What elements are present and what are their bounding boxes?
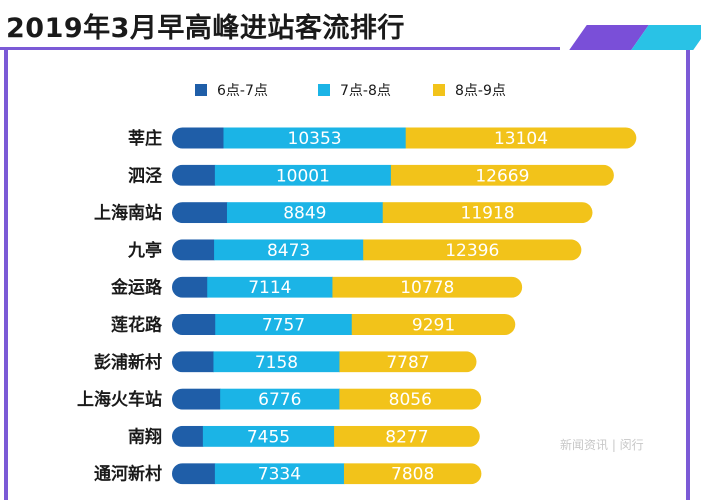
bar-segment-2 — [382, 202, 593, 224]
bar-row-5: 莲花路 7757 9291 — [111, 314, 516, 336]
data-label: 8473 — [267, 241, 310, 261]
data-label: 11918 — [461, 204, 515, 224]
stacked-bar-chart: 莘庄 10353 13104 泗泾 10001 12669 上海南站 8849 11918 九亭 8… — [77, 127, 637, 485]
bar-segment-1 — [215, 314, 353, 335]
station-label: 九亭 — [127, 240, 162, 261]
data-label: 8849 — [283, 204, 326, 224]
data-label: 7114 — [248, 278, 291, 298]
bar-segment-1 — [226, 202, 384, 224]
data-label: 13104 — [494, 129, 548, 149]
stacked-bar — [172, 425, 480, 447]
bar-row-2: 上海南站 8849 11918 — [94, 202, 593, 224]
legend-label-6-7: 6点-7点 — [217, 83, 268, 99]
bar-segment-2 — [405, 127, 637, 149]
legend-item-6-7: 6点-7点 — [195, 80, 268, 100]
bar-segment-1 — [214, 239, 364, 261]
bar-segment-0 — [172, 239, 215, 261]
stacked-bar — [172, 463, 482, 485]
legend-item-7-8: 7点-8点 — [318, 80, 391, 100]
legend-swatch-8-9 — [433, 84, 445, 96]
stacked-bar — [172, 202, 593, 224]
data-label: 8056 — [389, 390, 432, 410]
legend-label-7-8: 7点-8点 — [340, 83, 391, 99]
data-label: 10353 — [288, 129, 342, 149]
data-label: 7158 — [255, 353, 298, 373]
bar-segment-2 — [332, 276, 523, 298]
bar-segment-1 — [202, 425, 335, 447]
data-label: 6776 — [258, 390, 301, 410]
bar-segment-0 — [172, 425, 204, 447]
data-label: 7808 — [391, 465, 434, 485]
data-label: 9291 — [412, 316, 455, 336]
bar-segment-2 — [351, 314, 516, 335]
bar-row-6: 彭浦新村 7158 7787 — [94, 351, 477, 373]
data-label: 10778 — [400, 278, 454, 298]
bar-segment-0 — [172, 164, 216, 186]
data-label: 12669 — [475, 166, 529, 186]
data-label: 7787 — [386, 353, 429, 373]
bar-row-9: 通河新村 7334 7808 — [94, 463, 482, 485]
bar-row-7: 上海火车站 6776 8056 — [77, 388, 482, 410]
title-underline — [0, 47, 560, 50]
chart-frame — [4, 50, 690, 500]
stacked-bar — [172, 239, 582, 261]
bar-segment-2 — [334, 425, 480, 447]
stacked-bar — [172, 276, 523, 298]
station-label: 通河新村 — [94, 464, 162, 485]
stacked-bar — [172, 351, 477, 373]
bar-segment-1 — [213, 351, 340, 373]
station-label: 彭浦新村 — [94, 352, 162, 373]
bar-segment-2 — [390, 164, 614, 186]
legend-label-8-9: 8点-9点 — [455, 83, 506, 99]
bar-segment-1 — [223, 127, 407, 149]
watermark: 新闻资讯 | 闵行 — [560, 438, 644, 452]
bar-segment-2 — [363, 239, 582, 261]
legend: 6点-7点 7点-8点 8点-9点 — [0, 80, 701, 100]
bar-segment-0 — [172, 202, 228, 224]
station-label: 金运路 — [110, 277, 163, 298]
data-label: 8277 — [385, 427, 428, 447]
station-label: 上海火车站 — [77, 389, 162, 410]
bar-row-3: 九亭 8473 12396 — [127, 239, 582, 261]
bar-row-4: 金运路 7114 10778 — [110, 276, 523, 298]
bar-row-1: 泗泾 10001 12669 — [128, 164, 614, 186]
bar-row-8: 南翔 7455 8277 — [128, 425, 480, 447]
legend-item-8-9: 8点-9点 — [433, 80, 506, 100]
station-label: 莲花路 — [111, 315, 163, 336]
station-label: 上海南站 — [94, 203, 162, 224]
bar-segment-1 — [220, 388, 340, 410]
station-label: 泗泾 — [128, 165, 162, 186]
chart-title: 2019年3月早高峰进站客流排行 — [6, 13, 405, 44]
bar-segment-1 — [214, 463, 345, 485]
legend-swatch-6-7 — [195, 84, 207, 96]
bar-segment-2 — [343, 463, 482, 485]
bar-segment-0 — [172, 314, 216, 335]
data-label: 12396 — [445, 241, 499, 261]
bar-segment-2 — [339, 388, 482, 410]
bar-segment-0 — [172, 351, 214, 373]
bar-segment-0 — [172, 127, 224, 149]
data-label: 10001 — [276, 166, 330, 186]
bar-segment-2 — [339, 351, 477, 373]
bar-segment-1 — [214, 164, 392, 186]
stacked-bar — [172, 127, 637, 149]
stacked-bar — [172, 314, 516, 335]
bar-segment-1 — [207, 276, 333, 298]
bar-segment-0 — [172, 388, 221, 410]
data-label: 7757 — [262, 316, 305, 336]
legend-swatch-7-8 — [318, 84, 330, 96]
station-label: 莘庄 — [128, 128, 162, 149]
stacked-bar — [172, 388, 482, 410]
bar-segment-0 — [172, 463, 216, 485]
bar-segment-0 — [172, 276, 208, 298]
bar-row-0: 莘庄 10353 13104 — [128, 127, 637, 149]
data-label: 7455 — [247, 427, 290, 447]
station-label: 南翔 — [128, 426, 162, 447]
stacked-bar — [172, 164, 614, 186]
data-label: 7334 — [258, 465, 301, 485]
